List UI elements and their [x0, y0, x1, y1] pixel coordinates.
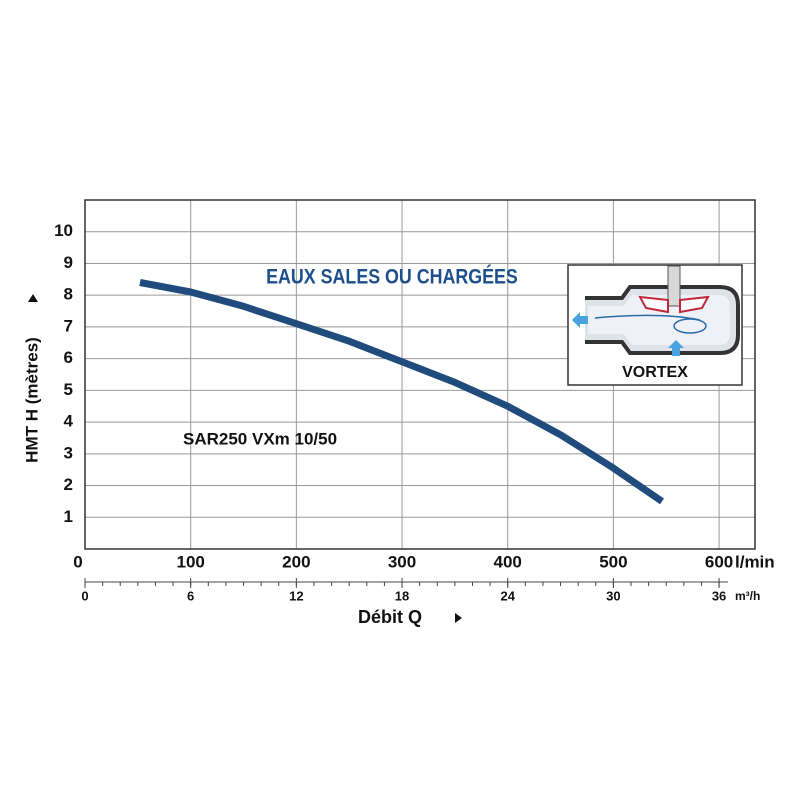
- x2-tick-label: 24: [500, 588, 515, 603]
- plot-frame: [84, 199, 756, 550]
- vortex-inset: VORTEX: [567, 264, 743, 386]
- impeller: [638, 295, 710, 314]
- x-tick-label: 500: [599, 552, 627, 571]
- y-tick-label: 4: [64, 412, 74, 431]
- y-tick-label: 6: [64, 348, 73, 367]
- x2-tick-label: 12: [289, 588, 303, 603]
- x2-tick-label: 0: [81, 588, 88, 603]
- y-tick-label: 8: [64, 285, 73, 304]
- shaft: [667, 265, 681, 307]
- x-tick-label: 200: [282, 552, 310, 571]
- x-tick-label: 300: [388, 552, 416, 571]
- y-arrow: [28, 294, 38, 302]
- pump-curve: [139, 279, 664, 505]
- x-tick-label: 0: [73, 552, 82, 571]
- x-tick-label: 400: [494, 552, 522, 571]
- y-tick-label: 7: [64, 316, 73, 335]
- grid: [85, 200, 755, 549]
- y-tick-label: 3: [64, 443, 73, 462]
- y-tick-label: 9: [64, 253, 73, 272]
- x-axis-label: Débit Q: [358, 607, 422, 627]
- y-tick-label: 2: [64, 475, 73, 494]
- y-tick-label: 10: [54, 221, 73, 240]
- y-tick-label: 5: [64, 380, 73, 399]
- x-unit: l/min: [735, 552, 775, 571]
- outlet-arrow: [572, 312, 588, 328]
- inlet-arrow: [668, 340, 684, 356]
- chart-title: EAUX SALES OU CHARGÉES: [266, 264, 518, 289]
- y-tick-label: 1: [64, 507, 73, 526]
- y-axis-label: HMT H (mètres): [22, 337, 41, 463]
- x-tick-label: 600: [705, 552, 733, 571]
- x2-tick-label: 30: [606, 588, 620, 603]
- x2-unit: m³/h: [735, 589, 760, 603]
- x2-tick-label: 18: [395, 588, 409, 603]
- model-label: SAR250 VXm 10/50: [183, 429, 337, 448]
- inset-label: VORTEX: [622, 364, 688, 381]
- x-tick-label: 100: [176, 552, 204, 571]
- flow-line: [594, 314, 701, 321]
- x-arrow: [455, 613, 462, 623]
- x2-tick-label: 36: [712, 588, 726, 603]
- x2-tick-label: 6: [187, 588, 194, 603]
